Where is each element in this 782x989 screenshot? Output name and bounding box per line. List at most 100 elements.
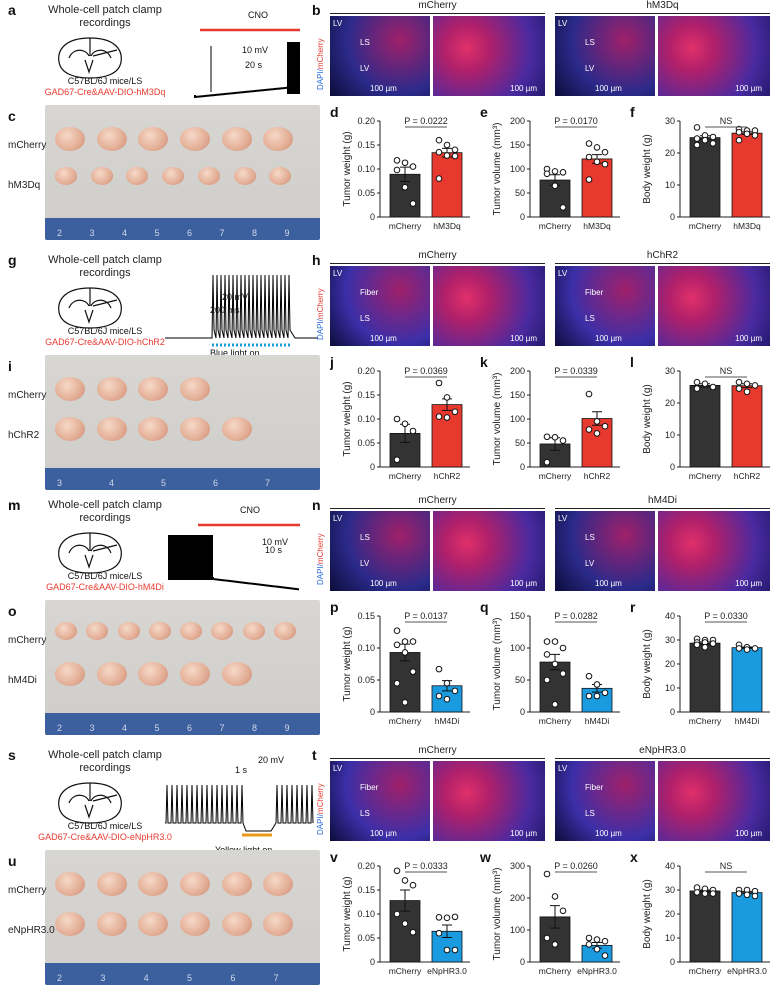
- y-tick-label: 50: [515, 675, 525, 685]
- y-tick-label: 0: [670, 957, 675, 967]
- histology-group-name: mCherry: [418, 250, 457, 261]
- bar-hM3Dq: [431, 152, 463, 218]
- panel-label: o: [8, 603, 17, 619]
- data-point: [451, 408, 459, 416]
- significance-annotation: P = 0.0137: [404, 611, 448, 621]
- scale-bar-label: 100 µm: [735, 84, 762, 93]
- data-point: [409, 427, 417, 435]
- scale-bar-label: 100 µm: [370, 334, 397, 343]
- ruler-number: 6: [230, 973, 236, 983]
- data-point: [443, 695, 451, 703]
- region-label: LV: [333, 764, 343, 773]
- ruler-number: 6: [213, 478, 219, 488]
- tumor: [55, 377, 85, 401]
- data-point: [443, 141, 451, 149]
- data-point: [435, 929, 443, 937]
- y-tick-label: 0: [520, 212, 525, 222]
- data-point: [393, 641, 401, 649]
- data-point: [409, 163, 417, 170]
- tumor: [96, 912, 127, 936]
- y-tick-label: 20: [665, 398, 675, 408]
- ruler-number: 9: [284, 228, 290, 238]
- data-point: [409, 638, 417, 645]
- viral-construct: GAD67-Cre&AAV-DIO-hM4Di: [46, 582, 164, 592]
- ruler-number: 3: [89, 228, 95, 238]
- panel-label: t: [312, 747, 317, 763]
- y-tick-label: 0: [370, 957, 375, 967]
- ruler-number: 4: [122, 723, 128, 733]
- histology-group-name: hM4Di: [648, 495, 677, 506]
- region-label: LS: [585, 809, 595, 818]
- data-point: [593, 681, 601, 688]
- data-point: [409, 200, 417, 207]
- region-label: LV: [558, 19, 568, 28]
- tumor: [55, 912, 85, 936]
- region-label: LV: [558, 764, 568, 773]
- y-tick-label: 0: [370, 707, 375, 717]
- bar-chart-p: p 0 0.05 0.10 0.15 Tumor weight (g) mCherry hM4…: [330, 600, 470, 726]
- bar-mCherry: [689, 137, 721, 218]
- tumor: [148, 622, 171, 640]
- x-tick-label: mCherry: [389, 221, 422, 231]
- voltage-scale-bar: 10 mV: [242, 45, 269, 55]
- tumor: [180, 872, 210, 896]
- data-point: [435, 914, 443, 921]
- data-point: [551, 638, 559, 645]
- x-tick-label: mCherry: [689, 221, 722, 231]
- histology-group-name: mCherry: [418, 0, 457, 11]
- significance-annotation: P = 0.0282: [554, 611, 598, 621]
- data-point: [393, 157, 401, 164]
- data-point: [701, 136, 709, 144]
- recording-title: Whole-cell patch clamp recordings: [48, 4, 162, 29]
- data-point: [393, 456, 401, 464]
- tumor: [180, 662, 210, 686]
- y-tick-label: 30: [665, 116, 675, 126]
- mouse-info: C57BL/6J mice/LS GAD67-Cre&AAV-DIO-eNpHR3…: [20, 821, 190, 843]
- title-underline: [330, 263, 545, 264]
- tumor: [263, 872, 294, 896]
- tumor: [138, 377, 169, 401]
- data-point: [601, 160, 609, 168]
- bar-mCherry: [689, 642, 721, 713]
- y-axis-label: Tumor volume (mm³): [492, 373, 503, 466]
- data-point: [693, 641, 701, 649]
- voltage-scale-bar: 20 mV: [222, 292, 249, 302]
- data-point: [393, 166, 401, 174]
- title-underline: [555, 13, 770, 14]
- data-point: [751, 132, 759, 139]
- tumor: [273, 622, 296, 640]
- viral-construct: GAD67-Cre&AAV-DIO-hM3Dq: [44, 87, 166, 97]
- scale-bar-label: 100 µm: [510, 579, 537, 588]
- row-label: eNpHR3.0: [8, 925, 55, 936]
- y-tick-label: 30: [665, 635, 675, 645]
- tumor: [221, 912, 252, 936]
- tumor: [233, 167, 256, 185]
- histology-group-name: mCherry: [418, 495, 457, 506]
- dapi-label: DAPI/: [316, 814, 325, 835]
- data-point: [393, 867, 401, 875]
- data-point: [585, 934, 593, 942]
- panel-label: q: [480, 600, 489, 615]
- mcherry-label: mCherry: [316, 533, 325, 565]
- region-label: LS: [360, 809, 370, 818]
- scale-bar-label: 100 µm: [370, 829, 397, 838]
- stain-label: DAPI/mCherry: [316, 533, 325, 585]
- overview-image: LV Fiber LS 100 µm: [555, 761, 655, 841]
- histology-mCherry: mCherry LV LS LV 100 µm 100 µm: [330, 495, 545, 595]
- voltage-scale-bar: 20 mV: [258, 755, 285, 765]
- data-point: [401, 159, 409, 167]
- y-axis-label: Body weight (g): [642, 384, 653, 453]
- ruler-number: 8: [252, 723, 258, 733]
- data-point: [393, 415, 401, 423]
- bar-chart-x: x 0 10 20 30 40 Body weight (g) mCherry eNpHR3.0…: [630, 850, 770, 976]
- region-label: Fiber: [360, 288, 379, 297]
- region-label: LS: [585, 533, 595, 542]
- recording-title: Whole-cell patch clamp recordings: [48, 254, 162, 279]
- data-point: [559, 670, 567, 677]
- data-point: [693, 889, 701, 896]
- data-point: [559, 907, 567, 915]
- error-bar: [550, 905, 560, 929]
- x-tick-label: hM4Di: [585, 716, 610, 726]
- tumor: [55, 167, 77, 185]
- row-label: mCherry: [8, 885, 47, 896]
